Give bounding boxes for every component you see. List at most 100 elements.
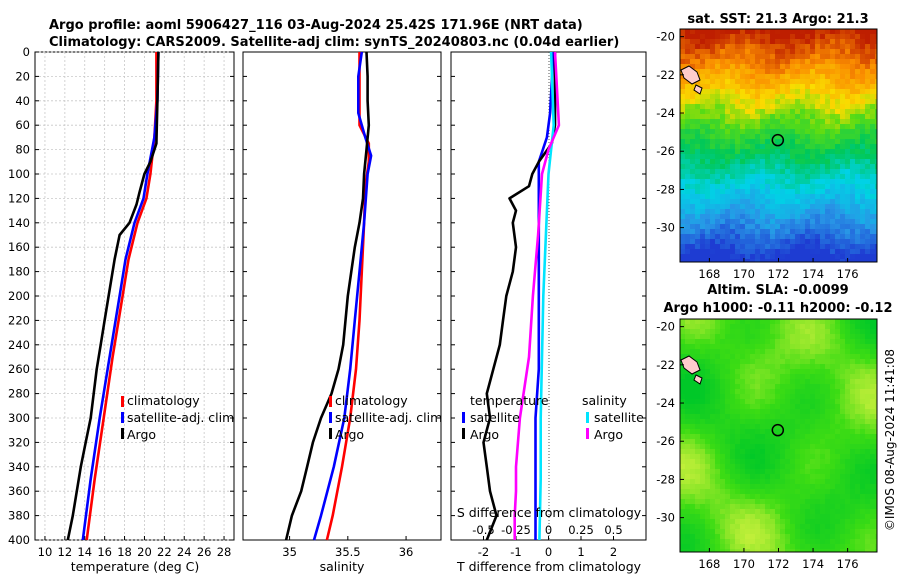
sst-cell bbox=[745, 49, 751, 55]
sla-cell bbox=[830, 339, 836, 345]
sla-cell bbox=[775, 549, 781, 552]
sst-cell bbox=[745, 39, 751, 45]
sst-cell bbox=[800, 259, 806, 262]
sst-cell bbox=[825, 174, 831, 180]
sst-cell bbox=[790, 34, 796, 40]
sla-cell bbox=[765, 359, 771, 365]
sla-cell bbox=[680, 434, 686, 440]
sst-cell bbox=[845, 114, 851, 120]
sla-cell bbox=[725, 379, 731, 385]
sst-cell bbox=[700, 144, 706, 150]
sla-cell bbox=[735, 429, 741, 435]
sst-cell bbox=[715, 74, 721, 80]
sst-cell bbox=[795, 29, 801, 35]
sst-cell bbox=[700, 149, 706, 155]
sst-cell bbox=[735, 194, 741, 200]
sst-cell bbox=[870, 259, 876, 262]
sst-cell bbox=[705, 224, 711, 230]
sla-cell bbox=[865, 419, 871, 425]
sst-cell bbox=[850, 64, 856, 70]
sla-cell bbox=[800, 349, 806, 355]
sst-cell bbox=[850, 189, 856, 195]
sst-cell bbox=[815, 129, 821, 135]
sla-cell bbox=[730, 349, 736, 355]
sst-cell bbox=[765, 79, 771, 85]
sla-cell bbox=[685, 474, 691, 480]
sst-cell bbox=[780, 89, 786, 95]
sla-cell bbox=[800, 394, 806, 400]
sla-cell bbox=[865, 499, 871, 505]
sla-cell bbox=[815, 439, 821, 445]
sla-cell bbox=[735, 469, 741, 475]
sst-cell bbox=[695, 214, 701, 220]
sla-cell bbox=[680, 339, 686, 345]
sst-cell bbox=[875, 34, 877, 40]
sst-cell bbox=[870, 94, 876, 100]
sst-cell bbox=[840, 159, 846, 165]
sst-cell bbox=[860, 194, 866, 200]
sst-cell bbox=[750, 249, 756, 255]
sla-cell bbox=[845, 449, 851, 455]
sla-cell bbox=[875, 524, 877, 530]
sst-cell bbox=[845, 174, 851, 180]
sst-cell bbox=[695, 49, 701, 55]
sst-cell bbox=[820, 209, 826, 215]
sst-cell bbox=[720, 89, 726, 95]
x-tick-label: 10 bbox=[38, 545, 53, 559]
sla-cell bbox=[795, 419, 801, 425]
sla-cell bbox=[715, 494, 721, 500]
sst-cell bbox=[835, 44, 841, 50]
sla-cell bbox=[830, 504, 836, 510]
sla-cell bbox=[705, 474, 711, 480]
sst-cell bbox=[720, 244, 726, 250]
sla-cell bbox=[745, 534, 751, 540]
sla-cell bbox=[745, 494, 751, 500]
sla-cell bbox=[840, 319, 846, 325]
sst-cell bbox=[700, 104, 706, 110]
sst-cell bbox=[690, 139, 696, 145]
sst-cell bbox=[750, 29, 756, 35]
sla-cell bbox=[755, 509, 761, 515]
sst-cell bbox=[685, 104, 691, 110]
sla-cell bbox=[755, 434, 761, 440]
sst-cell bbox=[745, 99, 751, 105]
sla-cell bbox=[720, 359, 726, 365]
sla-cell bbox=[720, 354, 726, 360]
sla-cell bbox=[810, 344, 816, 350]
sla-cell bbox=[805, 419, 811, 425]
sla-cell bbox=[860, 484, 866, 490]
sla-cell bbox=[835, 514, 841, 520]
sla-cell bbox=[835, 464, 841, 470]
sla-cell bbox=[715, 479, 721, 485]
sst-cell bbox=[865, 209, 871, 215]
sla-cell bbox=[785, 334, 791, 340]
sla-cell bbox=[840, 529, 846, 535]
sst-cell bbox=[865, 79, 871, 85]
sla-cell bbox=[745, 394, 751, 400]
sla-cell bbox=[825, 439, 831, 445]
sst-cell bbox=[725, 244, 731, 250]
sla-cell bbox=[750, 344, 756, 350]
sla-cell bbox=[770, 514, 776, 520]
sla-cell bbox=[720, 464, 726, 470]
sst-cell bbox=[685, 249, 691, 255]
sla-cell bbox=[765, 399, 771, 405]
sla-cell bbox=[750, 474, 756, 480]
sla-cell bbox=[680, 479, 686, 485]
lon-tick-label: 170 bbox=[733, 557, 755, 571]
sla-cell bbox=[725, 494, 731, 500]
sst-cell bbox=[865, 169, 871, 175]
sla-cell bbox=[820, 449, 826, 455]
sst-cell bbox=[680, 239, 686, 245]
sla-cell bbox=[795, 534, 801, 540]
sla-cell bbox=[680, 364, 686, 370]
sla-cell bbox=[730, 319, 736, 325]
sst-cell bbox=[680, 129, 686, 135]
sla-cell bbox=[790, 399, 796, 405]
sla-cell bbox=[725, 324, 731, 330]
sla-cell bbox=[770, 539, 776, 545]
sla-cell bbox=[725, 334, 731, 340]
sst-cell bbox=[680, 179, 686, 185]
sst-cell bbox=[705, 89, 711, 95]
sla-cell bbox=[750, 519, 756, 525]
